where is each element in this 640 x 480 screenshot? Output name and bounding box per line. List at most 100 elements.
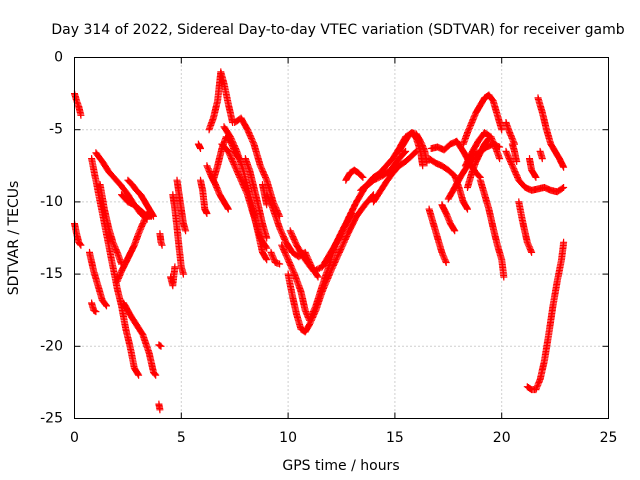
data-point-markers xyxy=(194,140,204,152)
series-arc-33 xyxy=(342,166,367,184)
data-point-markers xyxy=(86,248,110,310)
plot-frame xyxy=(74,57,609,419)
data-point-markers xyxy=(197,176,211,217)
series-arc-32 xyxy=(286,147,410,275)
series-arc-42 xyxy=(459,91,506,148)
data-point-markers xyxy=(476,176,508,281)
series-arc-31 xyxy=(284,191,377,336)
series-arc-26 xyxy=(241,155,271,242)
data-point-markers xyxy=(124,176,157,220)
data-point-markers xyxy=(113,210,155,285)
data-point-markers xyxy=(526,155,540,181)
series-arc-52 xyxy=(536,147,546,163)
data-point-markers xyxy=(502,119,518,148)
data-point-markers xyxy=(155,400,164,414)
data-point-markers xyxy=(118,191,151,220)
series-arc-15 xyxy=(169,191,187,278)
data-point-markers xyxy=(523,238,568,394)
series-arc-36 xyxy=(395,129,431,167)
x-tick-label: 5 xyxy=(177,430,186,446)
series-arc-37 xyxy=(425,205,450,266)
data-point-markers xyxy=(461,129,504,170)
data-point-markers xyxy=(173,176,190,235)
series-arc-46 xyxy=(502,147,568,196)
series-arc-4 xyxy=(86,248,110,310)
data-point-markers xyxy=(286,147,410,275)
data-point-markers xyxy=(167,263,179,290)
y-tick-label: -10 xyxy=(40,194,63,210)
y-tick-label: -15 xyxy=(40,266,63,282)
series-arc-43 xyxy=(461,129,504,170)
series-arc-10 xyxy=(118,191,151,220)
data-point-markers xyxy=(425,205,450,266)
series-arc-9 xyxy=(124,176,157,220)
series-arc-47 xyxy=(502,119,518,148)
x-tick-labels: 0 5 10 15 20 25 xyxy=(70,430,617,446)
y-tick-labels: 0 -5 -10 -15 -20 -25 xyxy=(40,50,63,427)
series-arc-1 xyxy=(71,90,85,119)
series-arc-21 xyxy=(205,68,237,134)
x-tick-label: 20 xyxy=(493,430,511,446)
data-point-markers xyxy=(536,147,546,163)
data-point-markers xyxy=(169,191,187,278)
y-tick-label: -20 xyxy=(40,338,63,354)
series-arc-13 xyxy=(155,341,165,350)
data-point-markers xyxy=(534,94,568,171)
series-arc-19 xyxy=(197,176,211,217)
x-tick-label: 0 xyxy=(70,430,79,446)
data-point-markers xyxy=(71,220,85,249)
x-tick-label: 25 xyxy=(600,430,618,446)
series-arc-48 xyxy=(508,140,521,165)
data-point-markers xyxy=(459,91,506,148)
data-point-markers xyxy=(370,147,420,206)
series-arc-5 xyxy=(88,299,100,316)
y-axis-label: SDTVAR / TECUs xyxy=(6,181,22,296)
series-arc-8 xyxy=(113,210,155,285)
series-arc-2 xyxy=(71,220,85,249)
data-point-markers xyxy=(155,341,165,350)
series-arc-17 xyxy=(173,176,190,235)
x-tick-label: 10 xyxy=(279,430,297,446)
series-arc-7 xyxy=(96,181,125,268)
x-tick-label: 15 xyxy=(386,430,404,446)
chart-title: Day 314 of 2022, Sidereal Day-to-day VTE… xyxy=(51,22,624,38)
data-marks xyxy=(71,68,568,414)
data-point-markers xyxy=(96,181,125,268)
data-point-markers xyxy=(464,134,493,191)
series-arc-29 xyxy=(267,248,284,268)
y-tick-label: 0 xyxy=(54,50,63,66)
series-arc-53 xyxy=(523,238,568,394)
series-arc-40 xyxy=(438,201,459,235)
data-point-markers xyxy=(241,155,271,242)
series-arc-24 xyxy=(220,123,271,264)
data-point-markers xyxy=(205,68,237,134)
data-point-markers xyxy=(71,90,85,119)
data-point-markers xyxy=(508,140,521,165)
data-point-markers xyxy=(220,123,271,264)
series-arc-45 xyxy=(476,176,508,281)
y-tick-label: -5 xyxy=(49,122,63,138)
series-arc-51 xyxy=(534,94,568,171)
data-point-markers xyxy=(395,129,431,167)
series-arc-49 xyxy=(515,198,536,256)
data-point-markers xyxy=(156,230,166,249)
data-point-markers xyxy=(342,166,367,184)
series-arc-44 xyxy=(464,134,493,191)
data-point-markers xyxy=(515,198,536,256)
series-arc-11 xyxy=(120,299,160,379)
series-arc-16 xyxy=(167,263,179,290)
data-point-markers xyxy=(284,191,377,336)
y-tick-label: -25 xyxy=(40,411,63,427)
data-point-markers xyxy=(502,147,568,196)
data-point-markers xyxy=(120,299,160,379)
data-point-markers xyxy=(88,299,100,316)
series-arc-35 xyxy=(370,147,420,206)
series-arc-50 xyxy=(526,155,540,181)
series-arc-14 xyxy=(155,400,164,414)
x-axis-label: GPS time / hours xyxy=(282,458,399,474)
series-arc-18 xyxy=(194,140,204,152)
series-arc-12 xyxy=(156,230,166,249)
data-point-markers xyxy=(267,248,284,268)
data-point-markers xyxy=(438,201,459,235)
